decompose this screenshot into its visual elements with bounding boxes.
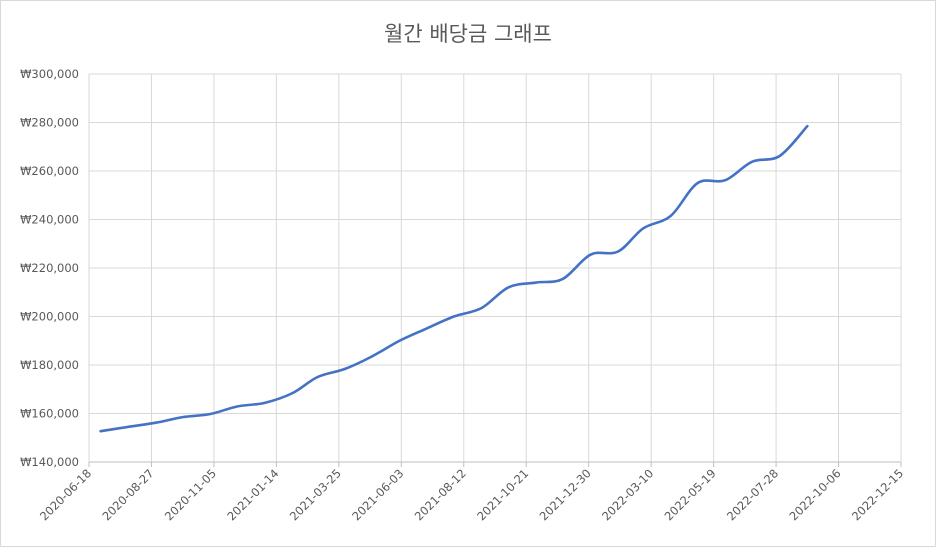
series-line [99,124,809,433]
y-tick-label: ₩180,000 [20,358,79,372]
x-tick-label: 2020-06-18 [37,466,94,523]
y-tick-label: ₩300,000 [20,67,79,81]
y-tick-label: ₩160,000 [20,407,79,421]
x-tick-label: 2021-10-21 [474,466,531,523]
y-tick-label: ₩240,000 [20,213,79,227]
horizontal-gridlines [89,73,901,414]
x-tick-label: 2021-03-25 [287,466,344,523]
y-axis-tick-labels: ₩140,000 ₩160,000 ₩180,000 ₩200,000 ₩220,000… [20,67,79,469]
y-tick-label: ₩200,000 [20,310,79,324]
x-tick-label: 2020-08-27 [99,466,156,523]
x-tick-label: 2022-10-06 [786,466,843,523]
x-tick-label: 2021-12-30 [537,466,594,523]
x-axis [88,461,902,467]
x-tick-label: 2021-01-14 [224,466,281,523]
y-tick-label: ₩220,000 [20,261,79,275]
y-tick-label: ₩140,000 [20,455,79,469]
x-tick-label: 2022-07-28 [724,466,781,523]
x-tick-label: 2022-05-19 [662,466,719,523]
x-tick-label: 2022-03-10 [599,466,656,523]
chart-title: 월간 배당금 그래프 [384,22,552,46]
x-axis-tick-labels: 2020-06-18 2020-08-27 2020-11-05 2021-01-14… [37,466,906,523]
x-tick-label: 2022-12-15 [849,466,906,523]
x-tick-label: 2020-11-05 [162,466,219,523]
x-tick-label: 2021-08-12 [412,466,469,523]
series-layer [99,124,809,433]
y-tick-label: ₩260,000 [20,164,79,178]
y-tick-label: ₩280,000 [20,116,79,130]
x-tick-label: 2021-06-03 [349,466,406,523]
